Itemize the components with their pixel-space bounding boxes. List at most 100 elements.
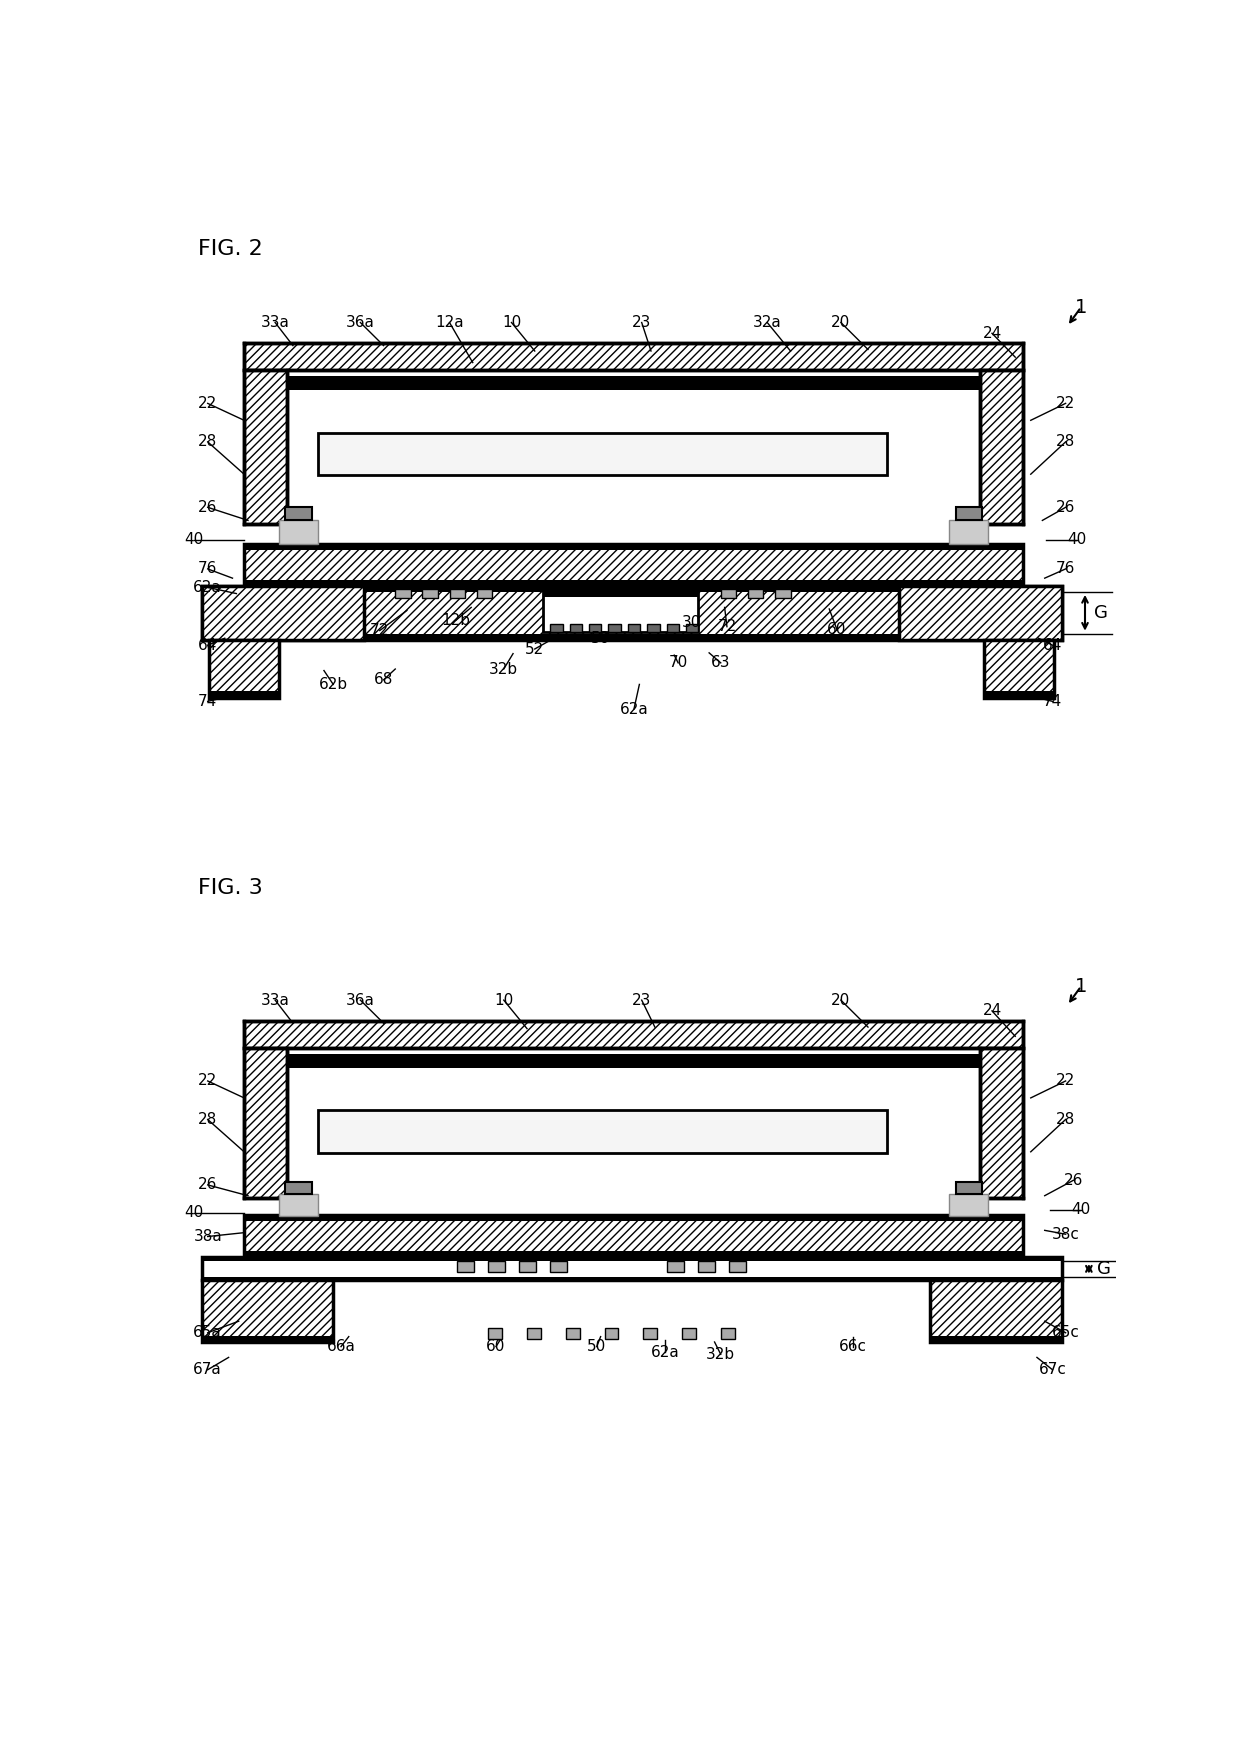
Text: 64: 64 xyxy=(198,638,217,653)
Text: 74: 74 xyxy=(1043,693,1063,709)
Text: FIG. 3: FIG. 3 xyxy=(197,878,263,899)
Text: 10: 10 xyxy=(502,315,521,330)
Bar xyxy=(682,1328,696,1338)
Text: 22: 22 xyxy=(1056,396,1075,410)
Text: 22: 22 xyxy=(1056,1074,1075,1088)
Text: 67c: 67c xyxy=(1039,1363,1066,1376)
Bar xyxy=(527,1328,541,1338)
Bar xyxy=(647,624,660,633)
Text: 28: 28 xyxy=(1056,1112,1075,1126)
Bar xyxy=(609,624,621,633)
Bar xyxy=(644,1328,657,1338)
Text: 38a: 38a xyxy=(193,1229,222,1244)
Bar xyxy=(201,1337,334,1342)
Text: 72: 72 xyxy=(717,619,737,634)
Bar xyxy=(720,589,737,598)
Text: 1: 1 xyxy=(1075,977,1087,996)
Bar xyxy=(930,1281,1061,1342)
Bar xyxy=(244,544,1023,549)
Text: 28: 28 xyxy=(198,434,217,450)
Bar xyxy=(930,1337,1061,1342)
Bar xyxy=(201,1276,1061,1281)
Text: 62a: 62a xyxy=(193,580,222,594)
Bar xyxy=(605,1328,619,1338)
Bar xyxy=(201,1257,1061,1262)
Bar xyxy=(985,640,1054,697)
Bar xyxy=(201,586,1061,640)
Text: 40: 40 xyxy=(1068,532,1087,547)
Text: 23: 23 xyxy=(632,992,651,1008)
Text: 23: 23 xyxy=(632,315,651,330)
Text: 22: 22 xyxy=(198,396,217,410)
Text: 20: 20 xyxy=(831,992,851,1008)
Text: 65c: 65c xyxy=(1052,1326,1080,1340)
Bar xyxy=(244,1048,286,1197)
Text: 50: 50 xyxy=(587,1338,606,1354)
Text: 62a: 62a xyxy=(651,1345,680,1359)
Text: 66c: 66c xyxy=(838,1338,867,1354)
Bar xyxy=(201,586,1061,593)
Text: 33a: 33a xyxy=(260,315,290,330)
Text: 28: 28 xyxy=(198,1112,217,1126)
Text: FIG. 2: FIG. 2 xyxy=(197,240,263,259)
Text: 38c: 38c xyxy=(1052,1227,1080,1241)
Text: 74: 74 xyxy=(198,693,217,709)
Text: 52: 52 xyxy=(525,641,544,657)
Bar xyxy=(201,586,365,640)
Text: 70: 70 xyxy=(668,655,688,671)
Text: 36a: 36a xyxy=(346,992,374,1008)
Bar xyxy=(423,589,438,598)
Text: 12a: 12a xyxy=(435,315,464,330)
Bar xyxy=(201,634,1061,640)
Bar xyxy=(476,589,492,598)
Bar xyxy=(543,587,697,633)
Bar xyxy=(285,1182,311,1194)
Bar xyxy=(279,520,317,544)
Bar xyxy=(244,1215,1023,1222)
Bar xyxy=(569,624,582,633)
Bar xyxy=(317,433,888,474)
Text: 67a: 67a xyxy=(193,1363,222,1376)
Bar xyxy=(981,1048,1023,1197)
Bar xyxy=(210,692,279,697)
Bar xyxy=(543,587,697,596)
Text: 65a: 65a xyxy=(193,1326,222,1340)
Text: 40: 40 xyxy=(184,1204,203,1220)
Text: 72: 72 xyxy=(370,622,389,638)
Bar xyxy=(950,1194,988,1215)
Text: 66a: 66a xyxy=(326,1338,356,1354)
Text: 50: 50 xyxy=(591,631,610,647)
Text: 60: 60 xyxy=(486,1338,506,1354)
Bar xyxy=(667,1262,683,1272)
Text: 28: 28 xyxy=(1056,434,1075,450)
Text: 24: 24 xyxy=(982,1003,1002,1018)
Bar xyxy=(285,506,311,520)
Text: 24: 24 xyxy=(982,325,1002,341)
Bar xyxy=(551,1262,567,1272)
Text: 40: 40 xyxy=(1071,1203,1091,1217)
Text: 32b: 32b xyxy=(490,662,518,676)
Bar xyxy=(279,1194,317,1215)
Text: 76: 76 xyxy=(198,561,217,577)
Bar xyxy=(244,1251,1023,1257)
Bar xyxy=(985,692,1054,697)
Bar xyxy=(775,589,791,598)
Text: 10: 10 xyxy=(494,992,513,1008)
Text: 36a: 36a xyxy=(346,315,374,330)
Text: 63: 63 xyxy=(711,655,730,671)
Bar xyxy=(489,1262,506,1272)
Bar xyxy=(489,1328,502,1338)
Bar xyxy=(729,1262,745,1272)
Bar xyxy=(244,344,1023,370)
Bar xyxy=(956,1182,982,1194)
Bar xyxy=(686,624,698,633)
Bar xyxy=(667,624,680,633)
Text: 64: 64 xyxy=(1043,638,1063,653)
Bar xyxy=(201,1257,1061,1281)
Text: 26: 26 xyxy=(1056,501,1075,514)
Bar xyxy=(396,589,410,598)
Bar xyxy=(697,1262,714,1272)
Bar xyxy=(458,1262,474,1272)
Text: 26: 26 xyxy=(198,1177,217,1192)
Bar xyxy=(244,1020,1023,1048)
